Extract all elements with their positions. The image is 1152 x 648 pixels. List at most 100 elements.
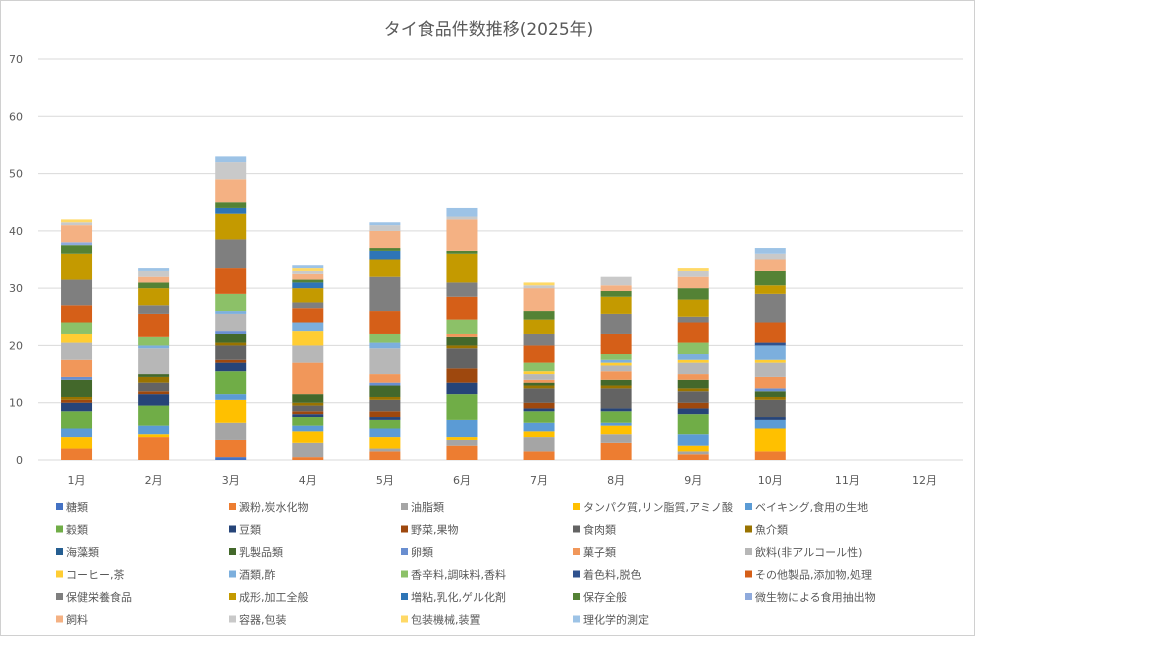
x-tick-label: 12月	[912, 474, 937, 487]
bar-segment	[138, 336, 170, 346]
bar-segment	[292, 414, 324, 418]
x-tick-label: 8月	[607, 474, 625, 487]
legend-label: 保存全般	[583, 590, 627, 604]
legend-label: 酒類,酢	[239, 568, 276, 582]
bar-segment	[61, 437, 93, 449]
bar-segment	[61, 411, 93, 429]
bar-segment	[446, 333, 478, 337]
bar-segment	[292, 402, 324, 406]
legend-swatch	[401, 548, 408, 555]
bar-segment	[369, 250, 401, 260]
legend-label: 澱粉,炭水化物	[239, 500, 309, 514]
bar-segment	[369, 311, 401, 334]
legend-label: コーヒー,茶	[66, 569, 125, 582]
legend-label: 菓子類	[583, 546, 616, 559]
bar-segment	[677, 299, 709, 317]
bar-segment	[292, 270, 324, 274]
bar-segment	[369, 411, 401, 418]
bar-segment	[369, 348, 401, 375]
bar-segment	[215, 457, 247, 460]
bar-segment	[61, 359, 93, 377]
bar-segment	[61, 428, 93, 438]
bar-segment	[523, 371, 555, 375]
bar-segment	[292, 322, 324, 332]
plot-bars	[61, 156, 786, 460]
bar-segment	[215, 362, 247, 372]
bar-segment	[754, 253, 786, 260]
bar-segment	[677, 454, 709, 460]
bar-segment	[292, 425, 324, 432]
legend-swatch	[56, 570, 63, 578]
bar-segment	[600, 362, 632, 366]
y-tick-label: 40	[9, 225, 23, 238]
legend-label: 食肉類	[583, 523, 616, 537]
bar-segment	[446, 336, 478, 346]
y-axis-ticks: 0 10 20 30 40 50 60 70	[9, 53, 23, 467]
legend-swatch	[745, 503, 752, 510]
legend-swatch	[56, 593, 63, 600]
bar-segment	[754, 451, 786, 460]
bar-segment	[215, 156, 247, 163]
bar-segment	[369, 448, 401, 452]
bar-segment	[754, 362, 786, 377]
bar-segment	[292, 331, 324, 346]
bar-segment	[369, 437, 401, 449]
gridlines	[38, 58, 963, 461]
bar-segment	[523, 451, 555, 460]
bar-segment	[677, 379, 709, 389]
bar-segment	[292, 308, 324, 323]
y-tick-label: 20	[9, 339, 23, 352]
bar-segment	[369, 225, 401, 231]
legend-swatch	[573, 548, 580, 555]
bar-segment	[215, 179, 247, 203]
legend-label: タンパク質,リン脂質,アミノ酸	[583, 500, 733, 514]
bar-segment	[369, 230, 401, 249]
legend-swatch	[229, 548, 236, 555]
bar-segment	[446, 445, 478, 460]
bar-segment	[446, 348, 478, 369]
bar-segment	[754, 293, 786, 323]
bar-segment	[61, 376, 93, 380]
bar-segment	[754, 399, 786, 418]
legend-swatch	[573, 503, 580, 510]
bar-segment	[138, 437, 170, 460]
bar-segment	[369, 276, 401, 312]
bar-segment	[523, 285, 555, 289]
bar-segment	[523, 282, 555, 286]
legend-label: 容器,包装	[239, 613, 287, 627]
legend-label: 糖類	[66, 500, 88, 514]
bar-segment	[446, 216, 478, 220]
bar-segment	[677, 316, 709, 323]
bar-segment	[446, 394, 478, 420]
bar-segment	[61, 333, 93, 343]
bar-segment	[523, 408, 555, 412]
legend-swatch	[401, 570, 408, 578]
bar-segment	[523, 431, 555, 438]
chart-area: タイ食品件数推移(2025年) 0 10 20 30 40 50 60 70 1月 2月 3月 4月…	[0, 0, 975, 636]
bar-segment	[754, 345, 786, 360]
bar-segment	[523, 379, 555, 383]
bar-segment	[369, 385, 401, 397]
bar-segment	[292, 394, 324, 403]
bar-segment	[292, 345, 324, 363]
bar-segment	[138, 376, 170, 383]
bar-segment	[523, 319, 555, 334]
bar-segment	[369, 399, 401, 412]
bar-segment	[215, 345, 247, 360]
legend-swatch	[229, 570, 236, 578]
bar-segment	[754, 342, 786, 346]
bar-segment	[600, 411, 632, 423]
legend-swatch	[401, 615, 408, 623]
bar-segment	[600, 408, 632, 412]
legend-label: 着色料,脱色	[583, 568, 642, 582]
bar-segment	[369, 428, 401, 438]
bar-segment	[600, 354, 632, 360]
bar-segment	[677, 388, 709, 392]
bar-segment	[215, 239, 247, 269]
bar-segment	[292, 279, 324, 283]
bar-segment	[446, 368, 478, 383]
bar-segment	[754, 270, 786, 286]
bar-segment	[138, 391, 170, 395]
bar-segment	[215, 333, 247, 343]
x-tick-label: 6月	[453, 474, 471, 487]
